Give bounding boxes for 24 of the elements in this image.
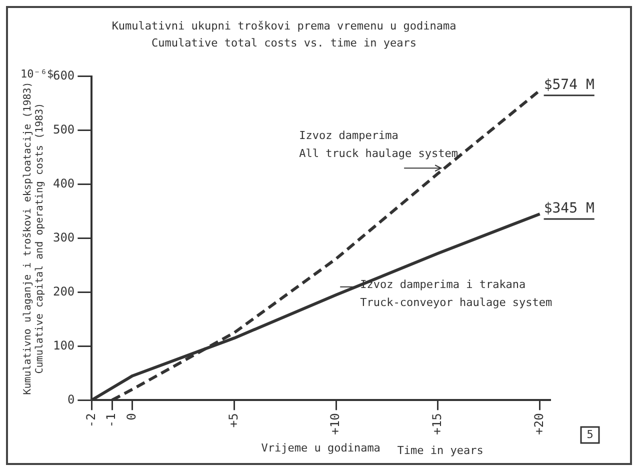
y-tick-label: 400 <box>52 176 75 190</box>
y-axis-title: Kumulativno ulaganje i troškovi eksploatacije (1983) Cumulative capital and operating costs (1983) <box>22 82 46 395</box>
chart-title: Kumulativni ukupni troškovi prema vremenu u godinama <box>112 19 456 32</box>
x-tick-label: -2 <box>84 413 98 428</box>
x-tick-label: +15 <box>430 413 444 435</box>
data-label: $574 M <box>544 77 594 94</box>
y-tick-label: 500 <box>52 122 75 136</box>
y-tick-label: 600 <box>52 68 75 83</box>
x-tick-label: +5 <box>226 413 240 428</box>
y-tick-label: 0 <box>67 392 75 406</box>
y-tick-label: 100 <box>52 338 75 352</box>
text: 10⁻⁶$ <box>20 67 54 80</box>
annotation: Izvoz damperima All truck haulage system <box>299 128 458 160</box>
text: 5 <box>586 428 594 441</box>
x-axis-title: Vrijeme u godinama <box>261 441 380 454</box>
x-tick-label: +20 <box>532 413 546 435</box>
chart-subtitle: Cumulative total costs vs. time in years <box>152 36 416 50</box>
x-tick-label: 0 <box>124 413 139 420</box>
data-label: $345 M <box>544 200 594 217</box>
x-tick-label: -1 <box>104 413 118 428</box>
y-tick-label: 300 <box>52 230 75 244</box>
y-tick-label: 200 <box>52 284 75 298</box>
x-tick-label: +10 <box>328 413 342 435</box>
text: Time in years <box>397 444 484 457</box>
